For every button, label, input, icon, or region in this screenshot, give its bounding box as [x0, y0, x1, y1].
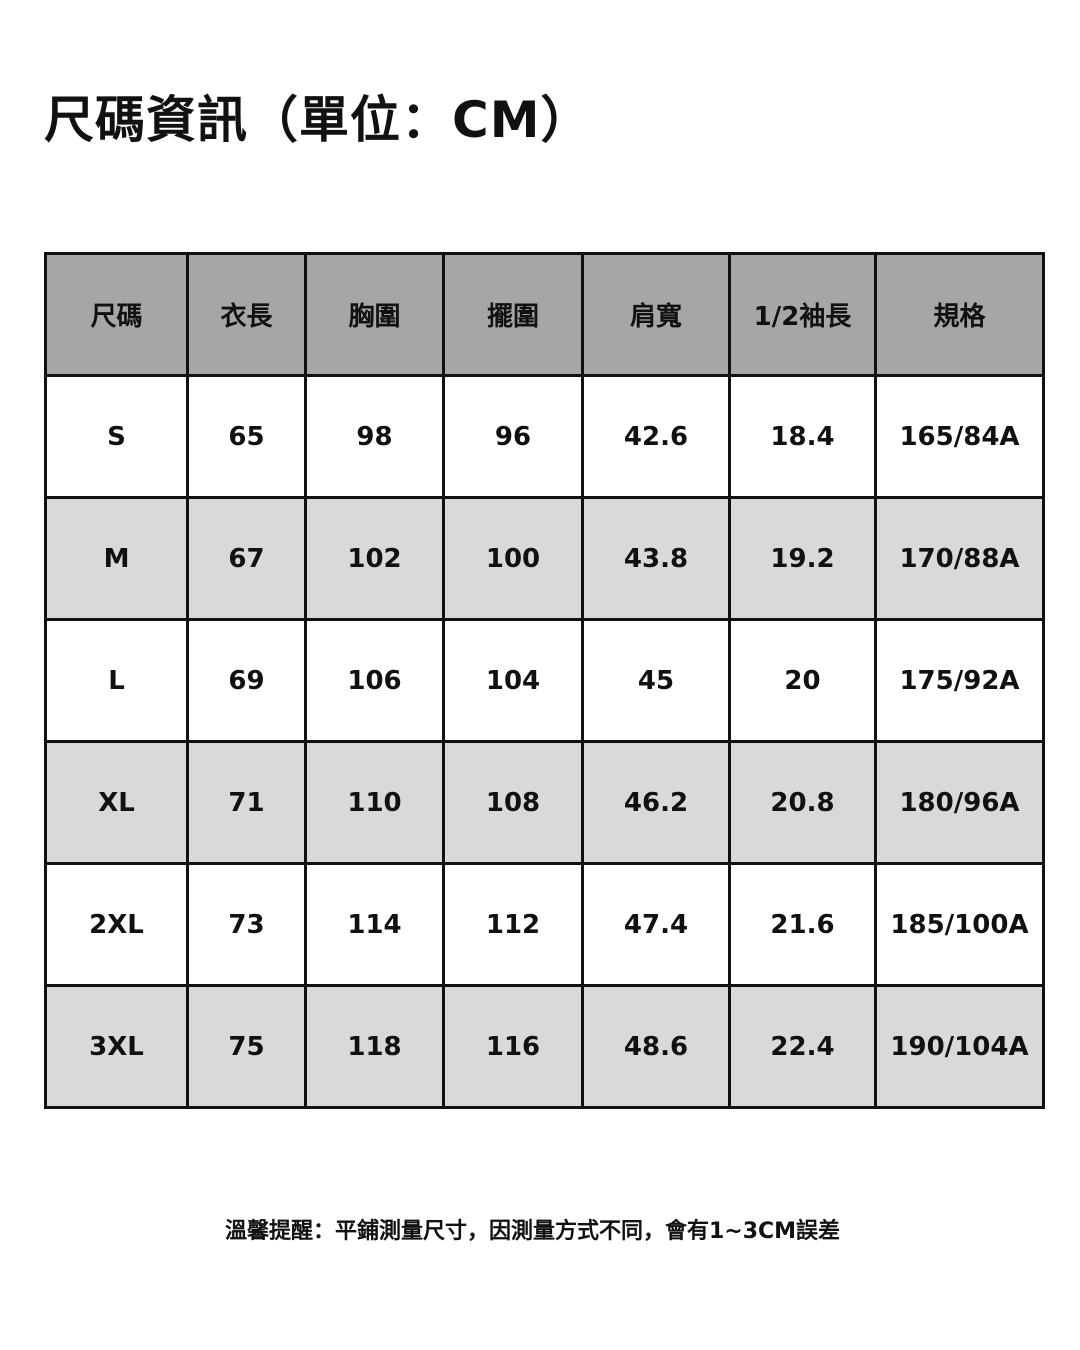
- table-cell: L: [44, 618, 189, 743]
- table-cell: 116: [442, 984, 584, 1109]
- column-header: 衣長: [186, 252, 307, 377]
- table-cell: 190/104A: [874, 984, 1045, 1109]
- table-cell: 96: [442, 374, 584, 499]
- table-header-row: 尺碼 衣長 胸圍 擺圍 肩寬 1/2袖長 規格: [44, 252, 1045, 377]
- table-cell: 98: [304, 374, 445, 499]
- table-cell: 69: [186, 618, 307, 743]
- table-cell: 48.6: [581, 984, 731, 1109]
- table-cell: 185/100A: [874, 862, 1045, 987]
- table-cell: M: [44, 496, 189, 621]
- table-cell: 100: [442, 496, 584, 621]
- table-cell: 20.8: [728, 740, 877, 865]
- table-cell: 75: [186, 984, 307, 1109]
- table-row: XL 71 110 108 46.2 20.8 180/96A: [44, 740, 1045, 865]
- page-title: 尺碼資訊（單位：CM）: [44, 91, 592, 149]
- column-header: 胸圍: [304, 252, 445, 377]
- table-cell: 180/96A: [874, 740, 1045, 865]
- table-cell: 18.4: [728, 374, 877, 499]
- table-cell: 2XL: [44, 862, 189, 987]
- size-table: 尺碼 衣長 胸圍 擺圍 肩寬 1/2袖長 規格 S 65 98 96 42.6 18.4 165/84A M…: [44, 252, 1045, 1109]
- table-cell: 67: [186, 496, 307, 621]
- column-header: 尺碼: [44, 252, 189, 377]
- table-cell: 112: [442, 862, 584, 987]
- table-cell: 46.2: [581, 740, 731, 865]
- table-cell: 71: [186, 740, 307, 865]
- table-cell: 73: [186, 862, 307, 987]
- table-cell: 108: [442, 740, 584, 865]
- table-cell: XL: [44, 740, 189, 865]
- table-cell: 3XL: [44, 984, 189, 1109]
- table-row: M 67 102 100 43.8 19.2 170/88A: [44, 496, 1045, 621]
- table-row: S 65 98 96 42.6 18.4 165/84A: [44, 374, 1045, 499]
- column-header: 肩寬: [581, 252, 731, 377]
- table-row: 3XL 75 118 116 48.6 22.4 190/104A: [44, 984, 1045, 1109]
- table-cell: 175/92A: [874, 618, 1045, 743]
- column-header: 擺圍: [442, 252, 584, 377]
- table-cell: 65: [186, 374, 307, 499]
- table-row: 2XL 73 114 112 47.4 21.6 185/100A: [44, 862, 1045, 987]
- table-cell: 170/88A: [874, 496, 1045, 621]
- table-cell: 104: [442, 618, 584, 743]
- table-cell: 43.8: [581, 496, 731, 621]
- table-cell: 42.6: [581, 374, 731, 499]
- table-cell: 165/84A: [874, 374, 1045, 499]
- column-header: 1/2袖長: [728, 252, 877, 377]
- table-cell: 118: [304, 984, 445, 1109]
- measurement-note: 溫馨提醒：平鋪測量尺寸，因測量方式不同，會有1~3CM誤差: [224, 1219, 841, 1244]
- table-cell: 19.2: [728, 496, 877, 621]
- table-row: L 69 106 104 45 20 175/92A: [44, 618, 1045, 743]
- table-cell: 22.4: [728, 984, 877, 1109]
- table-cell: 102: [304, 496, 445, 621]
- column-header: 規格: [874, 252, 1045, 377]
- table-cell: 47.4: [581, 862, 731, 987]
- table-cell: 106: [304, 618, 445, 743]
- table-cell: 110: [304, 740, 445, 865]
- table-cell: 45: [581, 618, 731, 743]
- table-cell: 114: [304, 862, 445, 987]
- table-cell: 21.6: [728, 862, 877, 987]
- table-cell: S: [44, 374, 189, 499]
- table-cell: 20: [728, 618, 877, 743]
